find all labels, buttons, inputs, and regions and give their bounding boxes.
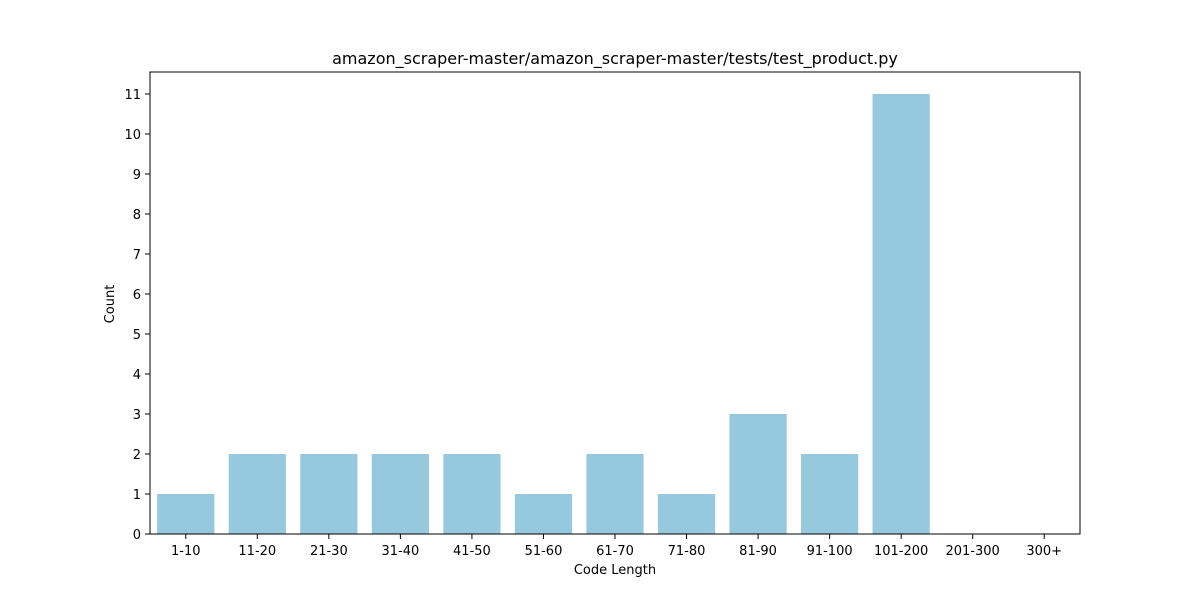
y-tick-label: 2 [133, 448, 141, 463]
x-tick-label: 21-30 [310, 544, 348, 559]
bar-1-10 [157, 494, 215, 534]
bar-61-70 [586, 454, 644, 534]
x-tick-label: 41-50 [453, 544, 491, 559]
x-axis-ticks: 1-10 11-20 21-30 31-40 41-50 51-60 61-70 71-80 8… [171, 534, 1062, 559]
y-tick-label: 10 [124, 128, 141, 143]
bar-31-40 [371, 454, 429, 534]
y-tick-label: 7 [133, 248, 141, 263]
bar-51-60 [514, 494, 573, 534]
y-tick-label: 1 [133, 488, 141, 503]
y-tick-label: 5 [133, 328, 141, 343]
bars-group [157, 94, 930, 534]
y-tick-label: 4 [133, 368, 141, 383]
bar-41-50 [443, 454, 501, 534]
y-tick-label: 11 [124, 88, 141, 103]
bar-101-200 [872, 94, 930, 534]
y-tick-label: 0 [133, 528, 141, 543]
y-tick-label: 9 [133, 168, 141, 183]
x-tick-label: 11-20 [238, 544, 276, 559]
chart-title: amazon_scraper-master/amazon_scraper-mas… [332, 49, 898, 69]
x-tick-label: 1-10 [171, 544, 201, 559]
y-axis-ticks: 0 1 2 3 4 5 6 7 8 9 10 11 [124, 88, 150, 543]
bar-71-80 [657, 494, 716, 534]
x-tick-label: 91-100 [807, 544, 853, 559]
x-tick-label: 71-80 [668, 544, 706, 559]
bar-11-20 [228, 454, 286, 534]
plot-frame [149, 71, 1081, 535]
x-tick-label: 51-60 [525, 544, 563, 559]
x-axis-title: Code Length [574, 563, 656, 578]
x-tick-label: 31-40 [381, 544, 419, 559]
y-tick-label: 8 [133, 208, 141, 223]
y-tick-label: 6 [133, 288, 141, 303]
bar-81-90 [729, 414, 787, 534]
bar-21-30 [300, 454, 358, 534]
bar-91-100 [801, 454, 859, 534]
y-tick-label: 3 [133, 408, 141, 423]
x-tick-label: 101-200 [874, 544, 928, 559]
x-tick-label: 300+ [1026, 544, 1062, 559]
x-tick-label: 81-90 [739, 544, 777, 559]
x-tick-label: 201-300 [946, 544, 1000, 559]
y-axis-title: Count [103, 285, 118, 324]
x-tick-label: 61-70 [596, 544, 634, 559]
